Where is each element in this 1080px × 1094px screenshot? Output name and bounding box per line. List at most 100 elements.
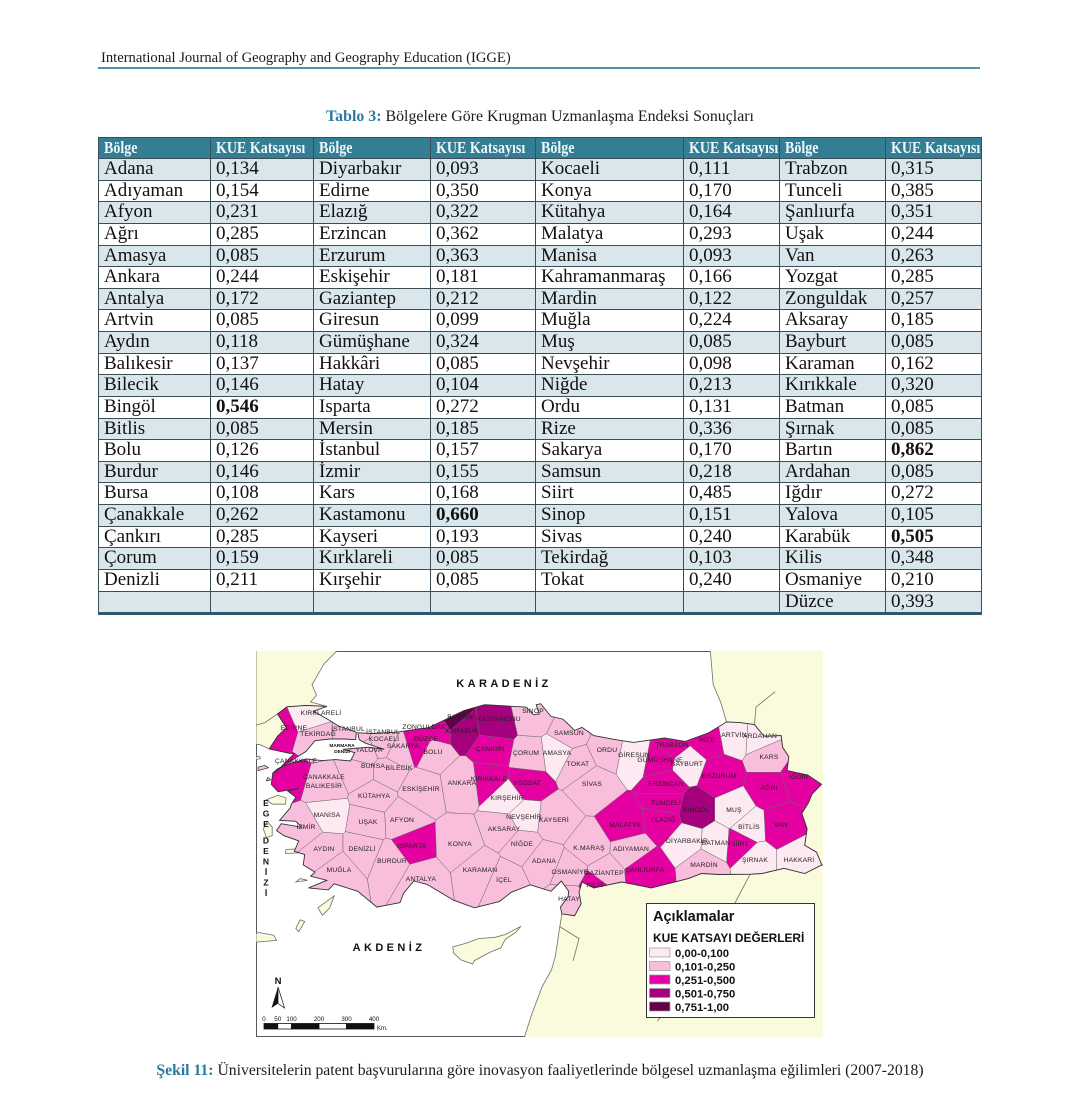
svg-text:AKDENİZ: AKDENİZ [353, 941, 426, 954]
svg-text:NEVŞEHİR: NEVŞEHİR [506, 812, 542, 821]
svg-text:İ: İ [265, 867, 267, 877]
svg-text:AYDIN: AYDIN [314, 846, 335, 853]
svg-text:MARDİN: MARDİN [690, 860, 718, 869]
svg-text:İZMİR: İZMİR [296, 822, 315, 831]
svg-text:AKSARAY: AKSARAY [488, 826, 521, 833]
svg-text:SAKARYA: SAKARYA [387, 743, 420, 750]
svg-text:EDİRNE: EDİRNE [281, 723, 308, 732]
svg-text:ELAZIĞ: ELAZIĞ [651, 815, 676, 824]
svg-text:ERZİNCAN: ERZİNCAN [648, 779, 684, 788]
svg-text:KARADENİZ: KARADENİZ [456, 677, 551, 690]
svg-text:400: 400 [369, 1016, 380, 1023]
svg-text:GÜMÜŞHANE: GÜMÜŞHANE [637, 756, 683, 764]
svg-text:ESKİŞEHİR: ESKİŞEHİR [402, 784, 439, 793]
svg-text:Açıklamalar: Açıklamalar [653, 909, 735, 925]
svg-text:E: E [263, 798, 269, 808]
svg-text:YALOVA: YALOVA [356, 747, 383, 754]
svg-text:ORDU: ORDU [597, 747, 618, 754]
svg-text:KAYSERİ: KAYSERİ [539, 815, 569, 824]
svg-text:N: N [275, 976, 282, 987]
svg-text:MUŞ: MUŞ [726, 807, 742, 814]
svg-text:BATMAN: BATMAN [702, 840, 731, 847]
svg-text:NİĞDE: NİĞDE [511, 839, 534, 848]
svg-text:TUNCELİ: TUNCELİ [651, 798, 681, 807]
svg-text:TEKİRDAĞ: TEKİRDAĞ [300, 729, 336, 738]
svg-text:KIRKLARELİ: KIRKLARELİ [301, 708, 342, 717]
svg-text:AĞRI: AĞRI [760, 783, 777, 792]
svg-text:KOCAELİ: KOCAELİ [369, 734, 399, 743]
svg-text:IĞDIR: IĞDIR [789, 772, 809, 781]
svg-text:SİİRT: SİİRT [731, 839, 749, 848]
svg-text:DİYARBAKIR: DİYARBAKIR [666, 836, 708, 845]
svg-text:BİNGÖL: BİNGÖL [683, 805, 710, 814]
svg-text:BALIKESİR: BALIKESİR [306, 781, 342, 790]
svg-text:İSTANBUL: İSTANBUL [366, 727, 400, 736]
svg-text:OSMANİYE: OSMANİYE [552, 867, 589, 876]
svg-text:D: D [263, 836, 269, 846]
svg-text:İSTANBUL: İSTANBUL [331, 724, 365, 733]
svg-text:MANİSA: MANİSA [314, 810, 341, 819]
svg-text:GİRESUN: GİRESUN [618, 750, 650, 759]
svg-text:KASTAMONU: KASTAMONU [477, 716, 521, 723]
svg-text:HATAY: HATAY [558, 896, 580, 903]
svg-text:KUE KATSAYI DEĞERLERİ: KUE KATSAYI DEĞERLERİ [653, 930, 804, 945]
svg-text:50: 50 [274, 1016, 281, 1023]
svg-text:0: 0 [262, 1016, 266, 1023]
svg-text:ISPARTA: ISPARTA [398, 843, 427, 850]
svg-text:BURSA: BURSA [361, 763, 385, 770]
svg-text:ARTVİN: ARTVİN [721, 730, 747, 739]
svg-text:ÇANAKKALE: ÇANAKKALE [303, 774, 345, 781]
svg-text:YOZGAT: YOZGAT [513, 780, 541, 787]
svg-text:GAZİANTEP: GAZİANTEP [584, 868, 624, 877]
svg-text:Z: Z [263, 878, 268, 888]
svg-text:ÇANKIRI: ÇANKIRI [476, 746, 505, 753]
svg-text:E: E [263, 846, 269, 856]
svg-text:MARMARA: MARMARA [329, 743, 355, 749]
svg-text:ÇORUM: ÇORUM [513, 750, 539, 757]
svg-text:ARDAHAN: ARDAHAN [743, 733, 777, 740]
svg-text:ADANA: ADANA [532, 858, 556, 865]
svg-text:BAYBURT: BAYBURT [671, 761, 703, 768]
svg-text:ERZURUM: ERZURUM [702, 773, 737, 780]
svg-text:BİTLİS: BİTLİS [738, 822, 760, 831]
svg-text:DÜZCE: DÜZCE [414, 735, 438, 743]
svg-text:Km.: Km. [377, 1026, 388, 1032]
svg-text:ANTALYA: ANTALYA [406, 876, 437, 883]
svg-text:AMASYA: AMASYA [543, 750, 572, 757]
svg-text:KÜTAHYA: KÜTAHYA [358, 792, 390, 800]
svg-text:TOKAT: TOKAT [567, 761, 590, 768]
svg-text:0,101-0,250: 0,101-0,250 [675, 962, 735, 974]
svg-text:KARABÜK: KARABÜK [445, 727, 479, 735]
svg-text:BOLU: BOLU [423, 749, 442, 756]
svg-text:300: 300 [341, 1016, 352, 1023]
svg-text:KIRIKKALE: KIRIKKALE [471, 776, 508, 783]
svg-text:BİLECİK: BİLECİK [385, 763, 412, 772]
svg-text:KARS: KARS [759, 754, 778, 761]
svg-text:AFYON: AFYON [390, 817, 414, 824]
svg-text:SİVAS: SİVAS [582, 779, 603, 788]
svg-text:ŞIRNAK: ŞIRNAK [742, 857, 768, 864]
svg-text:İÇEL: İÇEL [496, 875, 512, 884]
svg-text:İ: İ [265, 888, 267, 898]
svg-text:0,00-0,100: 0,00-0,100 [675, 948, 729, 960]
svg-text:100: 100 [286, 1016, 297, 1023]
svg-text:ANKARA: ANKARA [448, 780, 477, 787]
svg-text:N: N [263, 857, 269, 867]
svg-text:0,501-0,750: 0,501-0,750 [675, 989, 735, 1001]
svg-text:TRABZON: TRABZON [655, 742, 688, 749]
svg-text:SAMSUN: SAMSUN [554, 730, 584, 737]
svg-text:ADIYAMAN: ADIYAMAN [613, 846, 649, 853]
svg-text:G: G [263, 809, 270, 819]
svg-text:DENİZLİ: DENİZLİ [348, 844, 375, 853]
svg-text:UŞAK: UŞAK [358, 819, 377, 826]
svg-text:BURDUR: BURDUR [377, 858, 407, 865]
svg-text:KARAMAN: KARAMAN [463, 867, 497, 874]
svg-text:HAKKARİ: HAKKARİ [784, 855, 815, 864]
svg-text:ZONGULDAK: ZONGULDAK [402, 724, 446, 731]
svg-text:ÇANAKKALE: ÇANAKKALE [275, 758, 317, 765]
svg-text:SİNOP: SİNOP [522, 706, 544, 715]
svg-text:VAN: VAN [774, 822, 788, 829]
svg-text:0,251-0,500: 0,251-0,500 [675, 975, 735, 987]
svg-text:ŞANLIURFA: ŞANLIURFA [626, 867, 665, 874]
svg-text:MUĞLA: MUĞLA [327, 865, 352, 874]
